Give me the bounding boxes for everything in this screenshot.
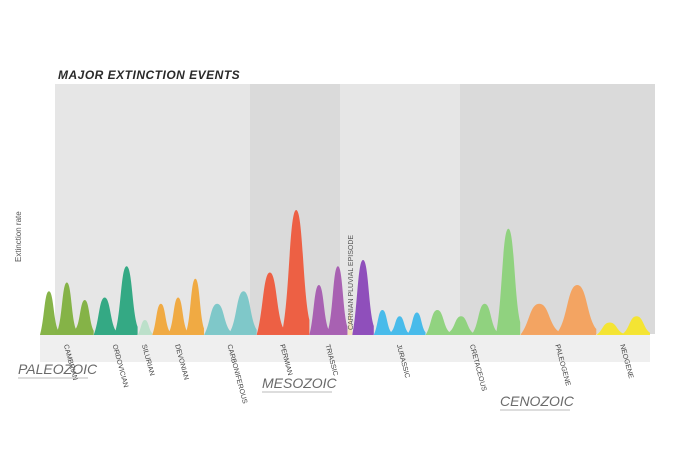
period-area-paleogene <box>520 285 597 335</box>
y-axis-label: Extinction rate <box>14 211 23 262</box>
period-area-cambrian <box>40 282 94 335</box>
period-area-cretaceous <box>425 228 521 335</box>
chart-title: MAJOR EXTINCTION EVENTS <box>58 68 241 82</box>
period-area-permian <box>256 210 310 335</box>
period-area-ordovician <box>93 266 138 335</box>
period-label: CARNIAN PLUVIAL EPISODE <box>348 235 355 330</box>
period-area-neogene <box>596 316 650 335</box>
period-area-unnamed-8 <box>352 260 374 335</box>
period-area-devonian <box>152 278 204 335</box>
era-label-cenozoic: CENOZOIC <box>500 393 575 409</box>
backdrop-band <box>55 84 250 334</box>
floor-plane <box>40 335 650 362</box>
period-area-carboniferous <box>203 291 257 335</box>
period-area-jurassic <box>373 310 426 335</box>
period-area-carnian-pluvial-episode <box>347 310 353 335</box>
period-area-silurian <box>137 320 153 335</box>
backdrop-band <box>460 84 655 334</box>
era-label-paleozoic: PALEOZOIC <box>18 361 98 377</box>
period-area-triassic <box>309 266 348 335</box>
era-label-mesozoic: MESOZOIC <box>262 375 338 391</box>
